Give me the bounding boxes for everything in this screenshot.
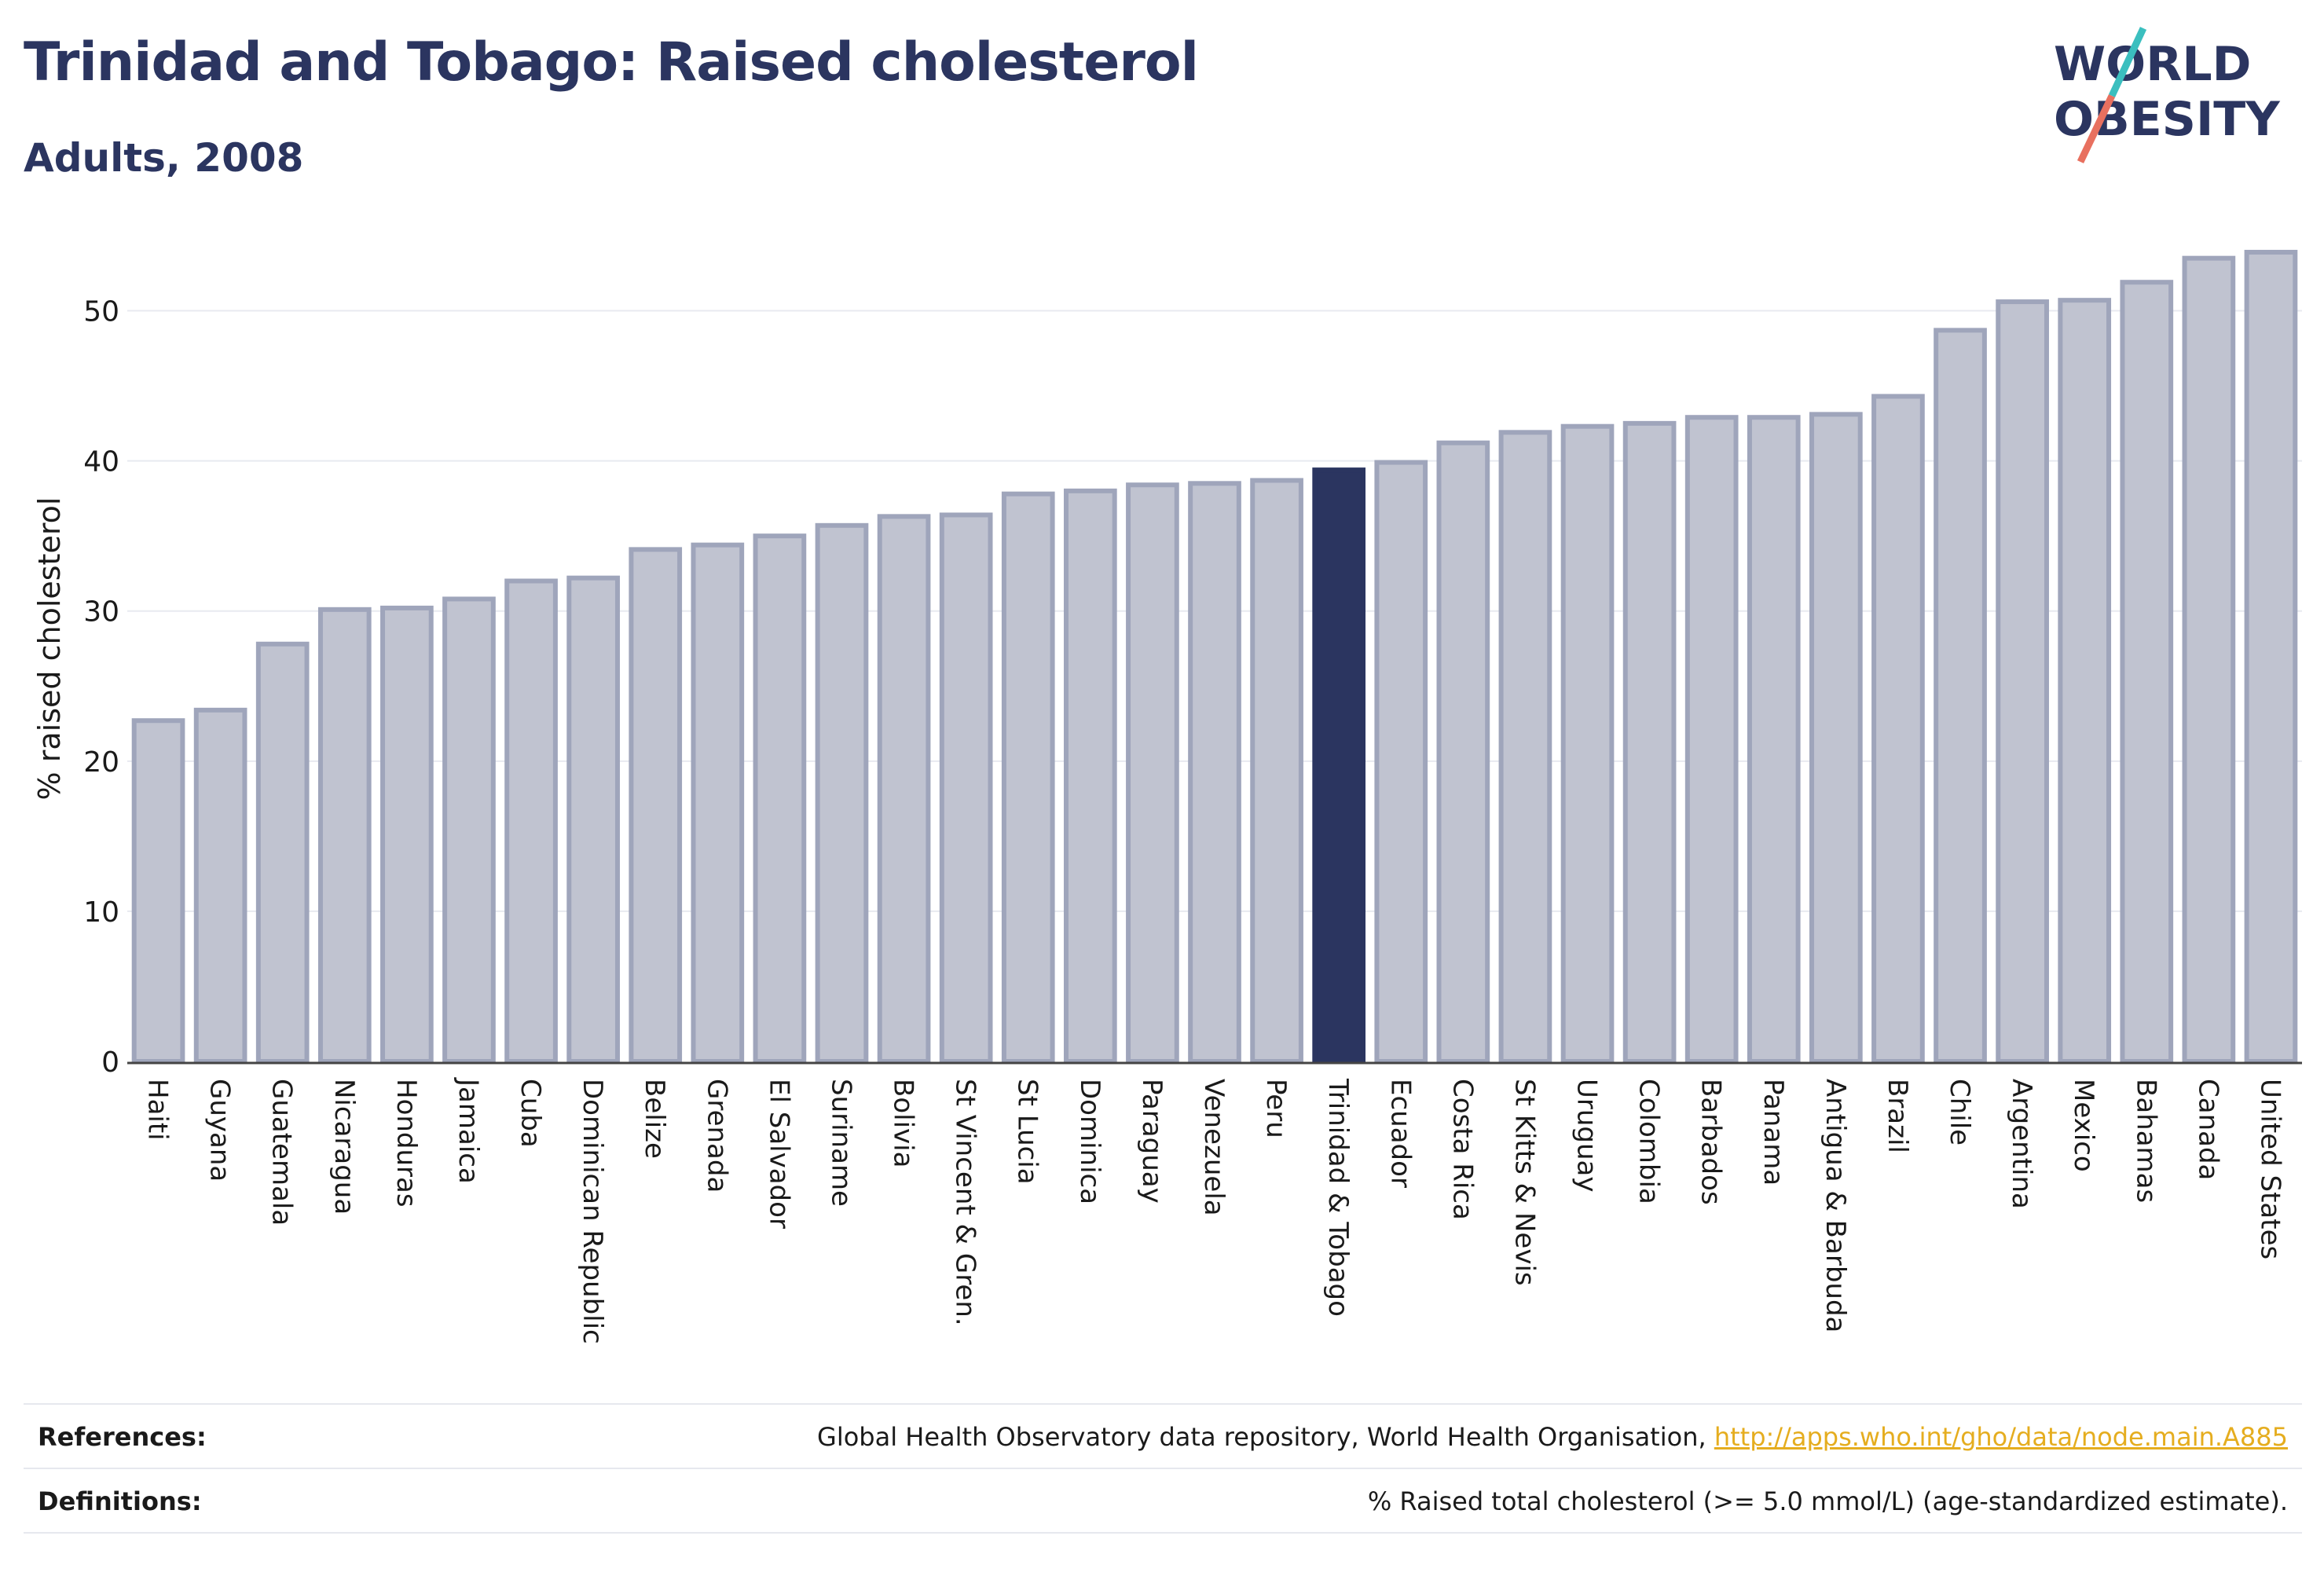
references-link[interactable]: http://apps.who.int/gho/data/node.main.A… <box>1714 1422 2288 1452</box>
bar-highlighted <box>1312 467 1366 1064</box>
references-label: References: <box>38 1422 207 1452</box>
bar <box>691 542 745 1064</box>
chart-subtitle: Adults, 2008 <box>24 135 304 181</box>
x-tick-label: Honduras <box>390 1079 422 1208</box>
bar <box>1374 460 1428 1064</box>
bar <box>2182 255 2236 1064</box>
x-tick-label: Belize <box>639 1079 670 1159</box>
y-axis-title: % raised cholesterol <box>32 497 67 801</box>
x-tick-label: Mexico <box>2068 1079 2099 1172</box>
bar <box>193 707 247 1065</box>
x-tick-label: Ecuador <box>1384 1079 1416 1188</box>
bar <box>1934 328 1987 1064</box>
x-tick-label: Argentina <box>2006 1079 2037 1209</box>
logo-slash-top <box>2108 27 2147 97</box>
y-tick-label: 40 <box>83 446 119 478</box>
x-tick-label: Chile <box>1944 1079 1975 1145</box>
x-tick-label: St Vincent & Gren. <box>950 1079 981 1326</box>
x-tick-label: Uruguay <box>1571 1079 1603 1193</box>
x-tick-label: Trinidad & Tobago <box>1322 1078 1354 1317</box>
bar <box>629 547 683 1064</box>
x-tick-label: Suriname <box>825 1079 856 1207</box>
x-tick-label: Bahamas <box>2130 1079 2161 1203</box>
x-tick-label: Cuba <box>515 1079 546 1148</box>
bar <box>1560 423 1615 1064</box>
bar-chart: 0 10 20 30 40 50 Haiti Guyana Guatemala Nicaragu… <box>32 250 2302 1344</box>
logo-text-world: WORLD <box>2054 37 2251 92</box>
x-tick-label: Guatemala <box>266 1079 298 1226</box>
x-tick-label: Colombia <box>1633 1079 1665 1204</box>
bar <box>753 533 807 1064</box>
bar <box>1001 491 1055 1064</box>
x-tick-label: Barbados <box>1695 1079 1727 1205</box>
bar <box>131 718 185 1064</box>
bar <box>1498 430 1552 1064</box>
x-tick-label: Panama <box>1758 1079 1789 1186</box>
references-text: Global Health Observatory data repositor… <box>817 1422 1714 1452</box>
y-tick-label: 20 <box>83 746 119 779</box>
definitions-label: Definitions: <box>38 1486 202 1516</box>
references-row: References: Global Health Observatory da… <box>24 1403 2302 1468</box>
bar <box>1747 415 1801 1064</box>
x-tick-label: Dominica <box>1074 1079 1105 1204</box>
y-tick-label: 0 <box>101 1046 119 1079</box>
bar <box>317 607 372 1064</box>
x-tick-label: St Kitts & Nevis <box>1508 1079 1540 1286</box>
x-tick-label: El Salvador <box>763 1079 794 1229</box>
y-tick-label: 30 <box>83 596 119 629</box>
bar <box>1250 478 1303 1064</box>
bar <box>815 522 869 1064</box>
x-tick-label: Antigua & Barbuda <box>1820 1079 1851 1332</box>
bar <box>255 641 310 1064</box>
bar <box>1126 482 1179 1064</box>
x-tick-label: Canada <box>2192 1079 2223 1180</box>
y-tick-label: 50 <box>83 296 119 328</box>
world-obesity-logo: WORLD OBESITY <box>2054 27 2281 163</box>
bar <box>504 578 558 1064</box>
y-axis-ticks: 0 10 20 30 40 50 <box>83 296 119 1079</box>
bar <box>1871 394 1925 1064</box>
x-tick-label: Haiti <box>142 1079 174 1141</box>
x-tick-label: Grenada <box>701 1079 732 1193</box>
x-tick-label: Venezuela <box>1198 1079 1230 1216</box>
definitions-value: % Raised total cholesterol (>= 5.0 mmol/… <box>1367 1486 2288 1516</box>
x-axis-labels: Haiti Guyana Guatemala Nicaragua Honduras Jam… <box>142 1077 2286 1344</box>
x-tick-label: Guyana <box>204 1079 236 1182</box>
x-tick-label: Brazil <box>1882 1079 1913 1153</box>
bar <box>2120 280 2174 1065</box>
x-tick-label: Costa Rica <box>1446 1079 1478 1220</box>
y-tick-label: 10 <box>83 896 119 929</box>
x-tick-label: Paraguay <box>1136 1079 1167 1204</box>
x-tick-label: United States <box>2254 1079 2286 1259</box>
bar <box>1996 299 2049 1064</box>
bar <box>1684 415 1739 1064</box>
chart-title: Trinidad and Tobago: Raised cholesterol <box>24 31 1199 93</box>
bar <box>877 514 931 1064</box>
bar <box>566 575 620 1064</box>
bars <box>131 250 2298 1065</box>
bar <box>1436 440 1490 1064</box>
bar <box>442 596 496 1064</box>
x-tick-label: Dominican Republic <box>577 1079 608 1344</box>
x-tick-label: Bolivia <box>888 1079 919 1167</box>
definitions-row: Definitions: % Raised total cholesterol … <box>24 1468 2302 1532</box>
bar <box>1188 481 1241 1064</box>
x-tick-label: St Lucia <box>1012 1079 1043 1185</box>
bar <box>1622 420 1677 1064</box>
bar <box>1063 488 1117 1064</box>
bar <box>939 512 993 1064</box>
bar <box>1809 412 1863 1064</box>
footer-divider <box>24 1532 2302 1534</box>
x-tick-label: Nicaragua <box>328 1079 360 1215</box>
references-value: Global Health Observatory data repositor… <box>817 1422 2288 1452</box>
x-tick-label: Peru <box>1260 1079 1292 1138</box>
bar <box>380 605 434 1064</box>
x-tick-label: Jamaica <box>453 1077 484 1184</box>
bar <box>2244 250 2298 1064</box>
logo-slash-bottom <box>2077 94 2116 163</box>
bar <box>2058 298 2112 1065</box>
